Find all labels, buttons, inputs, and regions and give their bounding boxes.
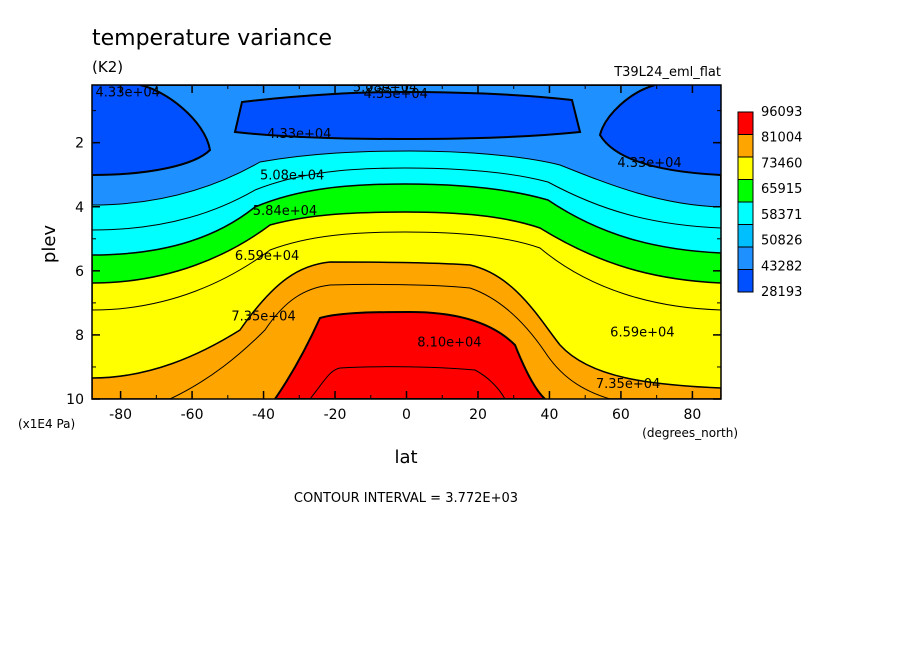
colorbar-label: 73460 <box>761 156 802 171</box>
colorbar-swatch <box>737 156 754 180</box>
colorbar-label: 43282 <box>761 259 802 274</box>
colorbar-label: 50826 <box>761 234 802 249</box>
colorbar-swatch <box>737 201 754 225</box>
colorbar-swatch <box>737 224 754 248</box>
y-axis: 2 4 6 8 10 <box>66 110 721 408</box>
contour-line-inner-red <box>309 366 506 399</box>
colorbar-label: 28193 <box>761 285 802 300</box>
chart-title: temperature variance <box>92 26 332 51</box>
x-tick-label: -80 <box>109 407 132 423</box>
run-label: T39L24_eml_flat <box>613 65 721 80</box>
x-axis-label: lat <box>394 447 417 468</box>
colorbar-swatch <box>737 179 754 203</box>
colorbar-swatch <box>737 111 754 135</box>
y-tick-label: 4 <box>75 200 84 216</box>
y-tick-label: 8 <box>75 328 84 344</box>
contour-labels: 4.33e+04 5.08e+044.33e+044.33e+044.33e+04… <box>96 81 682 392</box>
colorbar: 96093 81004 73460 65915 58371 50826 43282 28193 <box>737 105 802 300</box>
colorbar-swatch <box>737 246 754 270</box>
filled-contours <box>92 85 721 399</box>
x-tick-label: -60 <box>181 407 204 423</box>
x-axis: -80 -60 -40 -20 0 20 40 60 80 <box>109 85 701 423</box>
y-tick-label: 6 <box>75 264 84 280</box>
contour-label: 8.10e+04 <box>417 335 481 350</box>
contour-label: 5.08e+04 <box>260 169 324 184</box>
colorbar-label: 96093 <box>761 105 802 120</box>
contour-label: 6.59e+04 <box>235 249 299 264</box>
x-tick-label: 80 <box>683 407 701 423</box>
contour-label: 4.33e+04 <box>96 85 160 100</box>
y-axis-units: (x1E4 Pa) <box>18 417 75 431</box>
contour-label: 4.33e+04 <box>267 127 331 142</box>
x-tick-label: 60 <box>612 407 630 423</box>
x-tick-label: -20 <box>324 407 347 423</box>
y-axis-label: plev <box>39 225 60 264</box>
contour-label: 4.33e+04 <box>617 156 681 171</box>
x-tick-label: 40 <box>541 407 559 423</box>
x-tick-label: 0 <box>402 407 411 423</box>
x-tick-label: 20 <box>469 407 487 423</box>
x-tick-label: -40 <box>252 407 275 423</box>
contour-label: 6.59e+04 <box>610 326 674 341</box>
colorbar-swatch <box>737 134 754 158</box>
band-43282-center <box>233 90 582 141</box>
colorbar-label: 58371 <box>761 208 802 223</box>
chart-units: (K2) <box>92 58 123 76</box>
colorbar-label: 65915 <box>761 182 802 197</box>
y-tick-label: 2 <box>75 136 84 152</box>
contour-label: 4.33e+04 <box>364 87 428 102</box>
band-96093 <box>273 310 547 399</box>
colorbar-swatch <box>737 269 754 293</box>
contour-label: 5.08e+04 <box>353 81 417 96</box>
contour-label: 7.35e+04 <box>231 310 295 325</box>
x-axis-units: (degrees_north) <box>642 426 738 440</box>
contour-interval-note: CONTOUR INTERVAL = 3.772E+03 <box>294 491 518 506</box>
contour-label: 5.84e+04 <box>253 204 317 219</box>
contour-label: 7.35e+04 <box>596 377 660 392</box>
colorbar-label: 81004 <box>761 131 802 146</box>
y-tick-label: 10 <box>66 392 84 408</box>
